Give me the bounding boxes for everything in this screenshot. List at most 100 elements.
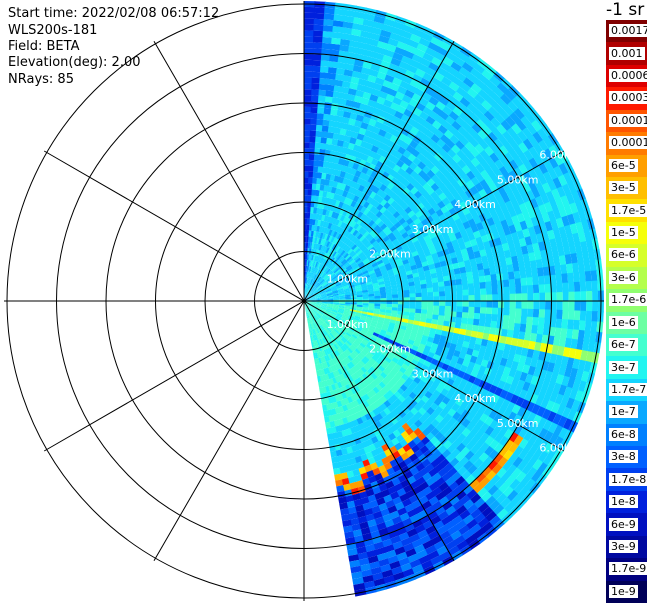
field-cell	[394, 221, 402, 229]
field-cell	[489, 439, 500, 450]
field-cell	[564, 337, 572, 349]
field-cell	[332, 370, 338, 378]
field-cell	[319, 271, 324, 277]
field-cell	[457, 223, 466, 232]
field-cell	[360, 440, 369, 449]
field-cell	[327, 302, 334, 305]
field-cell	[307, 305, 312, 310]
field-cell	[321, 251, 326, 259]
field-cell	[553, 336, 561, 347]
field-cell	[446, 525, 459, 536]
field-cell	[447, 545, 460, 557]
field-cell	[326, 327, 332, 333]
field-cell	[550, 309, 557, 320]
field-cell	[510, 361, 519, 371]
field-cell	[348, 327, 355, 333]
field-cell	[541, 408, 552, 421]
field-cell	[515, 293, 522, 302]
field-cell	[326, 167, 333, 175]
field-cell	[378, 365, 386, 373]
field-cell	[384, 262, 392, 269]
field-cell	[561, 183, 572, 196]
field-cell	[558, 384, 567, 397]
field-cell	[511, 255, 519, 265]
field-cell	[476, 263, 484, 271]
field-cell	[547, 381, 556, 393]
field-cell	[353, 279, 360, 283]
field-cell	[389, 235, 397, 242]
field-cell	[368, 443, 377, 452]
field-cell	[339, 424, 346, 432]
field-cell	[493, 138, 504, 150]
field-cell	[368, 375, 375, 383]
field-cell	[394, 180, 403, 189]
field-cell	[410, 264, 418, 271]
range-ring-label: 3.00km	[412, 367, 454, 380]
field-cell	[321, 48, 332, 56]
field-cell	[315, 283, 321, 289]
field-cell	[350, 227, 357, 235]
field-cell	[308, 311, 312, 318]
field-cell	[513, 386, 523, 398]
field-cell	[325, 289, 332, 293]
field-cell	[380, 292, 387, 296]
field-cell	[515, 119, 527, 132]
field-cell	[492, 504, 505, 516]
field-cell	[351, 149, 359, 158]
field-cell	[469, 444, 480, 455]
field-cell	[337, 340, 344, 347]
field-cell	[421, 261, 429, 268]
field-cell	[416, 372, 424, 381]
field-cell	[394, 46, 406, 56]
field-cell	[480, 204, 490, 214]
field-cell	[448, 46, 461, 57]
field-cell	[325, 367, 331, 374]
field-cell	[361, 358, 368, 365]
field-cell	[549, 353, 558, 365]
field-cell	[533, 154, 544, 167]
field-cell	[364, 544, 376, 553]
field-cell	[436, 250, 444, 258]
field-cell	[421, 288, 428, 294]
field-cell	[341, 281, 348, 286]
field-cell	[484, 166, 495, 177]
field-cell	[372, 107, 382, 116]
field-cell	[330, 331, 336, 338]
field-cell	[431, 56, 443, 67]
field-cell	[307, 271, 310, 278]
field-cell	[520, 277, 527, 287]
field-cell	[339, 234, 345, 242]
field-cell	[315, 297, 322, 299]
field-cell	[419, 275, 426, 281]
field-cell	[425, 278, 433, 285]
field-cell	[322, 404, 328, 412]
field-cell	[418, 97, 430, 107]
field-cell	[340, 33, 352, 41]
field-cell	[304, 42, 314, 49]
field-cell	[536, 325, 544, 336]
field-cell	[379, 331, 386, 338]
field-cell	[322, 36, 333, 44]
field-cell	[484, 426, 495, 437]
field-cell	[368, 349, 376, 356]
field-cell	[376, 196, 384, 204]
field-cell	[409, 466, 420, 476]
field-cell	[349, 353, 356, 360]
field-cell	[313, 289, 318, 294]
field-cell	[473, 401, 483, 411]
field-cell	[470, 330, 478, 339]
field-cell	[345, 276, 352, 281]
field-cell	[469, 238, 478, 247]
field-cell	[392, 304, 399, 308]
field-cell	[422, 486, 433, 496]
field-cell	[514, 315, 522, 325]
field-cell	[311, 273, 315, 279]
field-cell	[537, 417, 548, 429]
field-cell	[471, 468, 482, 480]
field-cell	[513, 156, 524, 168]
field-cell	[480, 301, 487, 308]
field-cell	[406, 366, 414, 374]
field-cell	[479, 249, 487, 258]
elevation-label: Elevation(deg): 2.00	[8, 55, 141, 70]
field-cell	[398, 493, 409, 503]
